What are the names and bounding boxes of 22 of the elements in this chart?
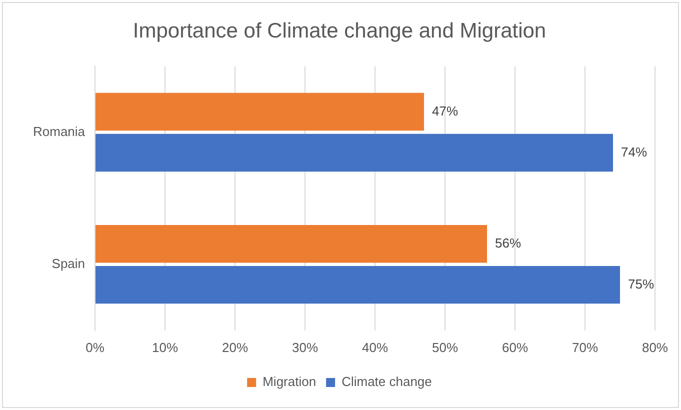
y-tick-label: Romania bbox=[32, 124, 86, 139]
x-tick-label: 80% bbox=[642, 340, 668, 355]
x-tick-label: 70% bbox=[572, 340, 598, 355]
x-tick-label: 30% bbox=[292, 340, 318, 355]
data-label: 75% bbox=[628, 276, 654, 292]
legend-label: Climate change bbox=[342, 374, 432, 390]
bar bbox=[96, 266, 620, 304]
chart-title: Importance of Climate change and Migration bbox=[132, 19, 546, 42]
x-tick-label: 60% bbox=[502, 340, 528, 355]
x-tick-label: 20% bbox=[222, 340, 248, 355]
y-tick-label: Spain bbox=[52, 256, 86, 271]
bar bbox=[96, 225, 487, 263]
bar bbox=[96, 134, 613, 172]
x-tick-label: 40% bbox=[362, 340, 388, 355]
legend-label: Migration bbox=[262, 374, 316, 390]
data-label: 74% bbox=[620, 144, 648, 160]
x-tick-label: 10% bbox=[152, 340, 178, 355]
x-tick-label: 50% bbox=[432, 340, 458, 355]
data-label: 47% bbox=[432, 103, 458, 118]
data-label: 56% bbox=[495, 235, 522, 250]
x-tick-label: 0% bbox=[86, 340, 105, 355]
bar bbox=[96, 92, 424, 131]
